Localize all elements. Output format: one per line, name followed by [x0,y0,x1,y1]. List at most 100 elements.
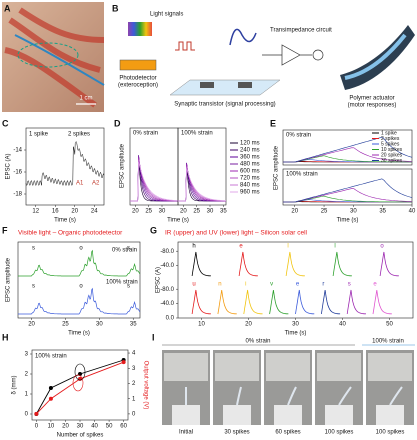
letter-label: v [270,282,273,288]
legend-label: 5 spikes [381,141,400,147]
label: 0% strain [286,133,311,139]
panel-letter: A [4,3,11,13]
label: o [79,246,83,252]
ruler [266,353,310,381]
legend-label: 30 spikes [381,158,403,164]
y-tick-label: 0.0 [166,316,175,322]
point [48,396,53,401]
trace [283,178,413,203]
transistor [169,79,281,96]
y-tick-label: 0 [132,411,136,417]
holder [274,405,302,425]
label: 600 ms [240,169,260,175]
label: Synaptic transistor (signal processing) [174,102,275,108]
x-tick-label: 30 [77,424,84,430]
label: 100% strain [106,280,138,286]
y-tick-label: -40.0 [160,263,174,269]
trace [379,251,399,277]
label: 100% strain [372,339,404,345]
letter-label: l [334,244,335,250]
letter-label: h [192,244,195,250]
holder [325,405,353,425]
trace [18,287,141,315]
y-tick-label: -18 [13,192,22,198]
y-tick-label: 2 [25,372,29,378]
label: 1 spike [29,132,49,138]
legend-label: 10 spikes [381,147,403,153]
plot-frame [31,349,129,421]
panel-letter: F [2,225,8,235]
panel-i: I 0% strain 100% strain Initial 30 spikes 60 … [152,332,415,436]
holder [172,405,200,425]
panel-title: Visible light – Organic photodetector [18,230,123,237]
x-tick-label: 40 [409,209,416,215]
light-source [128,22,152,36]
panel-a: 1 cm A [2,2,105,112]
label: Time (s) [54,218,76,224]
trace [285,251,305,277]
trace [332,251,352,277]
x-tick-label: 40 [339,322,346,328]
x-tick-label: 0 [35,424,39,430]
x-tick-label: 35 [220,209,227,215]
label: EPSC amplitude [274,145,280,190]
trace [25,140,105,187]
actuator-layer [344,33,407,80]
plot-frame [25,127,105,206]
letter-label: r [322,282,324,288]
x-tick-label: 30 [292,322,299,328]
scale-label: 1 cm [79,96,92,102]
trace [18,249,141,277]
trace [217,289,237,315]
label: (exteroception) [118,83,158,89]
y-tick-label: 4 [132,351,136,357]
label: 100% strain [35,354,67,360]
annotation [72,374,84,392]
x-tick-label: 16 [52,209,59,215]
y-tick-label: 0 [25,412,29,418]
holder [223,405,251,425]
label: 0% strain [112,248,137,254]
trace [191,289,211,315]
y2-label: Output voltage (V) [142,361,148,410]
x-tick-label: 60 [120,424,127,430]
label: (motor responses) [348,103,397,109]
y-tick-label: -40.0 [160,301,174,307]
y-tick-label: -80.0 [160,249,174,255]
x-tick-label: 50 [106,424,113,430]
label: s [127,246,130,252]
letter-label: e [373,282,377,288]
x-tick-label: 30 [350,209,357,215]
series-line [35,359,124,415]
holder [376,405,404,425]
label: Time (s) [167,218,189,224]
letter-label: i [245,282,246,288]
panel-letter: I [152,332,155,342]
label: EPSC amplitude [6,257,12,302]
signal-icon [229,28,257,46]
actuator [287,386,297,406]
plot-frame [282,129,413,166]
label: Time (s) [285,331,307,337]
label: Polymer actuator [349,96,394,102]
y-tick-label: -14 [13,148,22,154]
x-tick-label: 20 [62,424,69,430]
x-tick-label: 20 [245,322,252,328]
x-tick-label: 40 [91,424,98,430]
letter-label: e [296,282,300,288]
muscle [4,7,105,108]
trace [178,166,226,202]
label: A2 [92,181,100,187]
label: s [32,284,35,290]
series-line [36,361,124,415]
trace [243,289,263,315]
y-tick-label: -16 [13,170,22,176]
actuator [338,386,352,406]
panel-letter: G [150,225,157,235]
trace [321,289,341,315]
photo-label: Initial [179,430,193,436]
label: s [32,246,35,252]
label: 720 ms [240,176,260,182]
